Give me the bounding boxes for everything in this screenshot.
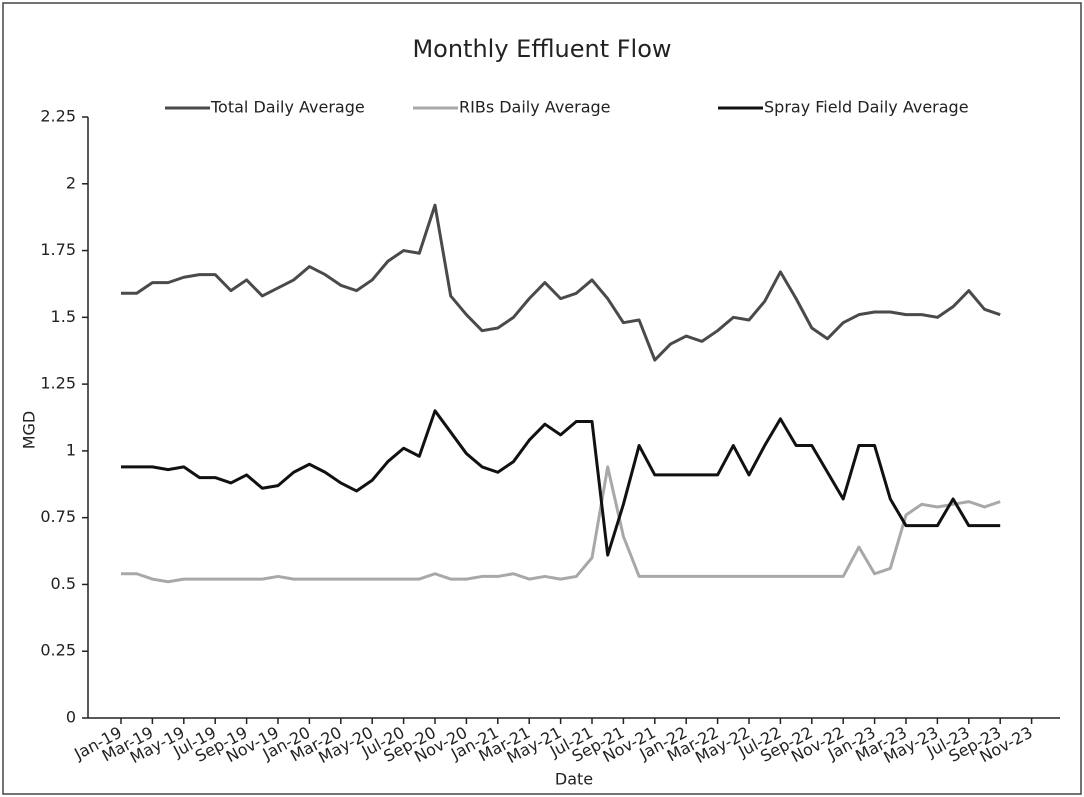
series-line xyxy=(121,409,1001,557)
y-tick-label: 0.25 xyxy=(40,641,76,660)
y-tick-label: 1.75 xyxy=(40,240,76,259)
y-tick-label: 2.25 xyxy=(40,107,76,126)
y-axis-label: MGD xyxy=(20,411,39,450)
series-line xyxy=(121,203,1001,362)
y-tick-label: 0.75 xyxy=(40,507,76,526)
y-tick-label: 0 xyxy=(66,708,76,727)
y-tick-label: 2 xyxy=(66,173,76,192)
chart-title: Monthly Effluent Flow xyxy=(412,35,671,63)
series-line xyxy=(121,465,1001,584)
legend-label: RIBs Daily Average xyxy=(459,98,611,117)
x-axis-label: Date xyxy=(555,770,593,789)
y-tick-label: 1 xyxy=(66,440,76,459)
legend-label: Total Daily Average xyxy=(210,98,365,117)
y-tick-label: 0.5 xyxy=(51,574,76,593)
y-tick-label: 1.25 xyxy=(40,374,76,393)
y-tick-label: 1.5 xyxy=(51,307,76,326)
legend-label: Spray Field Daily Average xyxy=(764,98,969,117)
